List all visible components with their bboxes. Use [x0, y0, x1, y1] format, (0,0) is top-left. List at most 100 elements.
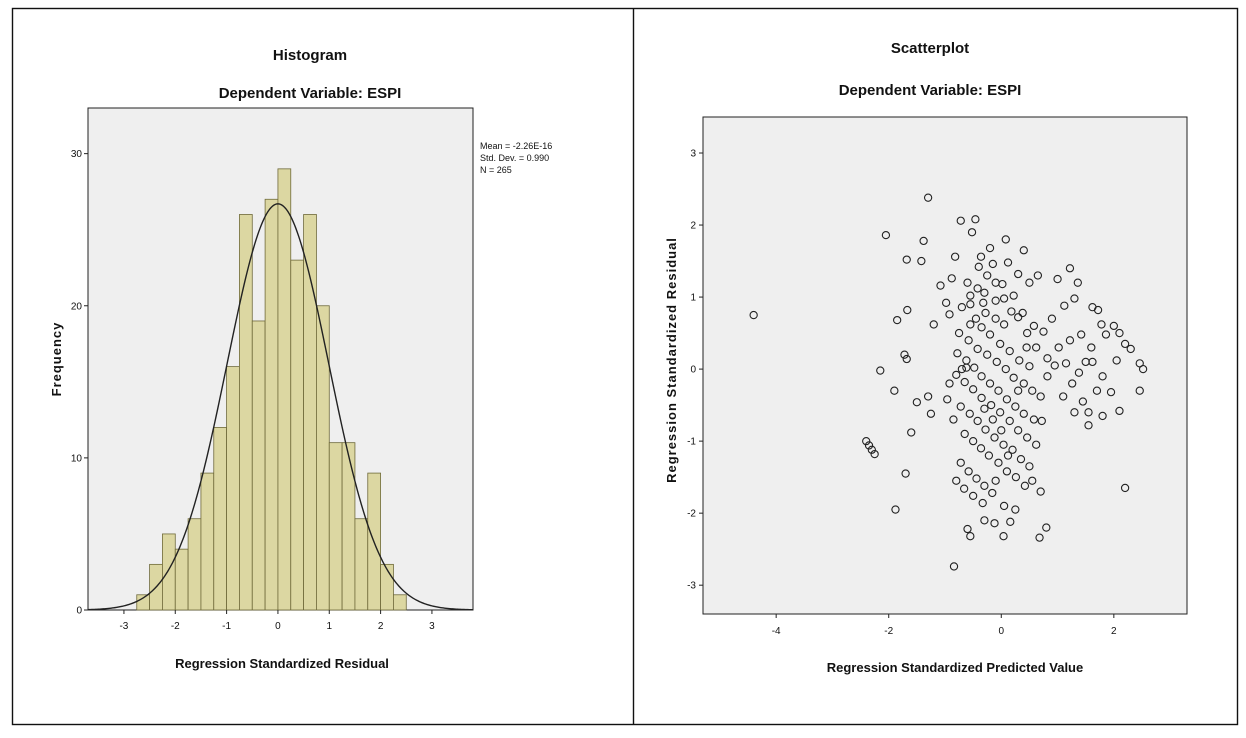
histogram-xlabel: Regression Standardized Residual — [175, 656, 389, 671]
scatter-point — [991, 476, 1000, 485]
scatterplot-y-tick-label: 3 — [690, 149, 696, 160]
scatter-point — [999, 501, 1009, 511]
scatter-point — [1005, 346, 1014, 356]
scatter-point — [966, 532, 975, 541]
scatter-point — [1020, 481, 1030, 490]
scatter-point — [1070, 408, 1079, 417]
scatter-point — [990, 519, 999, 528]
scatter-point — [981, 425, 990, 434]
scatter-point — [1098, 411, 1107, 421]
scatterplot-x-tick-label: 2 — [1111, 626, 1117, 637]
scatter-point — [876, 366, 885, 375]
scatter-point — [957, 303, 967, 312]
scatter-point — [966, 320, 975, 329]
stat-std-dev: Std. Dev. = 0.990 — [480, 153, 549, 163]
scatter-point — [954, 328, 964, 338]
scatter-point — [991, 278, 1000, 287]
scatter-point — [965, 409, 974, 418]
scatter-point — [870, 449, 879, 459]
scatter-point — [983, 350, 992, 359]
scatter-point — [1061, 359, 1071, 368]
scatter-point — [956, 458, 965, 467]
scatter-point — [1047, 314, 1057, 323]
scatter-point — [1036, 392, 1045, 401]
scatter-point — [1014, 386, 1023, 395]
scatter-point — [952, 476, 961, 485]
scatterplot-panel: Scatterplot Dependent Variable: ESPI 3 2 1… — [664, 40, 1188, 675]
scatter-point — [1002, 395, 1012, 404]
scatter-point — [962, 363, 971, 372]
scatter-point — [893, 315, 902, 325]
scatter-point — [974, 262, 983, 271]
scatter-point — [867, 445, 876, 454]
scatter-point — [1065, 336, 1075, 345]
histogram-bar — [328, 442, 343, 611]
scatter-point — [973, 416, 982, 426]
scatter-point — [1074, 368, 1084, 377]
scatter-point — [1019, 379, 1028, 388]
scatterplot-plot-area — [702, 116, 1188, 615]
histogram-y-tick-label: 0 — [76, 606, 82, 617]
scatter-point — [973, 344, 982, 354]
scatter-point — [1059, 392, 1068, 401]
scatter-point — [1101, 330, 1111, 339]
scatter-point — [952, 370, 961, 380]
scatter-point — [1078, 397, 1088, 406]
scatter-point — [980, 516, 989, 525]
scatter-point — [956, 216, 965, 225]
scatter-point — [943, 395, 952, 404]
histogram-bar — [162, 533, 176, 611]
scatter-point — [988, 488, 997, 498]
scatter-point — [980, 404, 989, 413]
scatter-point — [926, 409, 936, 418]
histogram-x-tick-label: -2 — [171, 621, 180, 632]
scatterplot-x-tick-label: 0 — [998, 626, 1004, 637]
scatter-point — [968, 436, 978, 446]
scatter-point — [1006, 517, 1015, 526]
scatter-point — [945, 379, 954, 388]
histogram-bar — [380, 563, 394, 611]
scatter-point — [985, 379, 995, 388]
scatter-point — [1039, 327, 1048, 336]
scatter-point — [1043, 372, 1052, 381]
scatterplot-title: Scatterplot — [891, 40, 969, 57]
scatter-point — [985, 243, 995, 253]
scatter-point — [891, 505, 900, 514]
scatter-point — [1098, 372, 1107, 381]
scatter-point — [976, 444, 986, 453]
scatter-point — [1050, 361, 1059, 370]
scatter-point — [1009, 291, 1018, 300]
scatter-point — [902, 255, 911, 264]
scatterplot-y-tick-label: 0 — [690, 365, 696, 376]
scatter-point — [968, 491, 978, 501]
scatter-point — [997, 426, 1006, 435]
scatter-point — [1029, 415, 1039, 424]
histogram-title: Histogram — [273, 47, 347, 64]
scatter-point — [1014, 313, 1023, 322]
scatter-point — [1138, 364, 1148, 374]
scatter-point — [977, 323, 986, 332]
scatter-point — [1126, 344, 1135, 354]
histogram-panel: Histogram Dependent Variable: ESPI 01020… — [49, 47, 552, 671]
scatter-point — [1084, 408, 1093, 417]
scatter-point — [1009, 373, 1018, 382]
scatter-point — [959, 484, 969, 493]
scatter-point — [917, 256, 926, 266]
scatter-point — [1070, 294, 1079, 303]
stat-n: N = 265 — [480, 165, 512, 175]
scatterplot-x-tick-label: -4 — [772, 626, 781, 637]
scatter-point — [1011, 402, 1020, 411]
normal-curve — [87, 203, 474, 611]
scatter-point — [968, 385, 978, 394]
scatter-point — [966, 291, 975, 300]
scatterplot-y-tick-label: -3 — [687, 581, 696, 592]
scatter-point — [864, 441, 874, 450]
scatter-point — [923, 392, 933, 401]
histogram-bar — [277, 168, 292, 611]
scatter-point — [988, 415, 997, 424]
scatter-point — [1043, 354, 1052, 363]
scatter-point — [947, 274, 956, 283]
scatterplot-ylabel: Regression Standardized Residual — [664, 237, 679, 483]
scatter-point — [996, 339, 1005, 349]
scatter-point — [999, 320, 1009, 329]
